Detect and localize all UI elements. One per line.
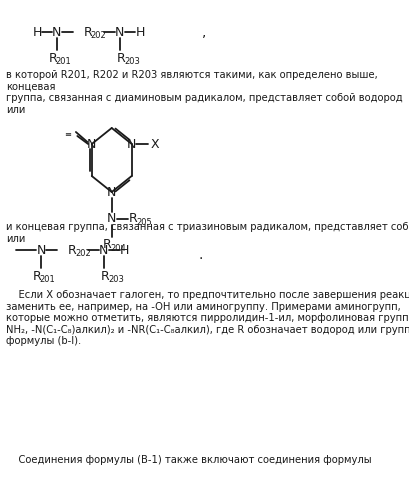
Text: в которой R201, R202 и R203 являются такими, как определено выше, концевая
групп: в которой R201, R202 и R203 являются так… xyxy=(6,70,402,115)
Text: R: R xyxy=(101,270,110,282)
Text: 202: 202 xyxy=(75,249,91,258)
Text: N: N xyxy=(115,26,124,38)
Text: R: R xyxy=(32,270,41,282)
Text: N: N xyxy=(87,138,97,150)
Text: R: R xyxy=(83,26,92,38)
Text: ≡: ≡ xyxy=(65,130,72,138)
Text: R: R xyxy=(68,244,76,256)
Text: Если X обозначает галоген, то предпочтительно после завершения реакции
заменить : Если X обозначает галоген, то предпочтит… xyxy=(6,290,409,346)
Text: N: N xyxy=(52,26,62,38)
Text: N: N xyxy=(107,186,117,198)
Text: R: R xyxy=(117,52,126,64)
Text: R: R xyxy=(48,52,57,64)
Text: N: N xyxy=(107,212,117,226)
Text: 204: 204 xyxy=(110,244,126,253)
Text: 203: 203 xyxy=(108,275,124,284)
Text: R: R xyxy=(103,238,112,252)
Text: N: N xyxy=(36,244,46,256)
Text: X: X xyxy=(151,138,159,150)
Text: 205: 205 xyxy=(136,218,152,227)
Text: 203: 203 xyxy=(124,57,140,66)
Text: и концевая группа, связанная с триазиновым радикалом, представляет собой X
или: и концевая группа, связанная с триазинов… xyxy=(6,222,409,244)
Text: H: H xyxy=(33,26,42,38)
Text: R: R xyxy=(129,212,138,226)
Text: H: H xyxy=(136,26,145,38)
Text: .: . xyxy=(198,248,202,262)
Text: Соединения формулы (B-1) также включают соединения формулы: Соединения формулы (B-1) также включают … xyxy=(6,455,371,465)
Text: ,: , xyxy=(202,25,206,39)
Text: H: H xyxy=(120,244,129,256)
Text: 201: 201 xyxy=(56,57,71,66)
Text: 202: 202 xyxy=(91,31,107,40)
Text: N: N xyxy=(127,138,136,150)
Text: N: N xyxy=(99,244,108,256)
Text: 201: 201 xyxy=(40,275,55,284)
